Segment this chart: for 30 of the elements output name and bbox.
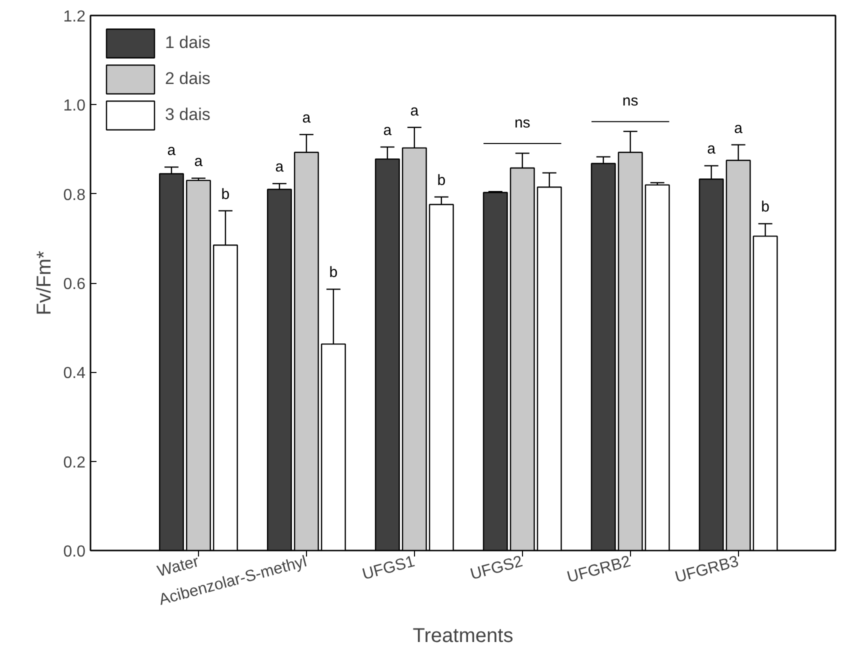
y-tick-label: 0.0	[63, 544, 86, 560]
annotation: a	[167, 142, 176, 160]
x-tick-label: UFGRB2	[565, 553, 633, 586]
annotation: b	[761, 198, 770, 216]
legend-label: 2 dais	[165, 69, 210, 89]
legend-label: 3 dais	[165, 105, 210, 125]
annotation: b	[437, 172, 446, 189]
y-tick-label: 0.6	[63, 276, 86, 293]
annotation: a	[734, 120, 744, 137]
annotation: b	[329, 264, 338, 282]
annotation: b	[221, 186, 230, 203]
y-tick-label: 1.0	[63, 98, 86, 115]
x-tick-label: UFGS2	[468, 553, 525, 584]
x-tick-label: UFGS1	[360, 553, 417, 584]
x-tick-label: UFGRB3	[673, 553, 741, 586]
annotation: a	[275, 158, 284, 176]
y-tick-label: 1.2	[63, 8, 86, 26]
y-tick-label: 0.4	[63, 365, 86, 382]
annotation: a	[410, 102, 420, 120]
annotation: a	[194, 153, 204, 170]
y-axis-title: Fv/Fm*	[33, 250, 56, 316]
annotation: a	[302, 110, 312, 127]
y-tick-label: 0.2	[63, 454, 86, 472]
annotation: ns	[514, 114, 530, 132]
annotation: ns	[622, 92, 638, 110]
x-axis-title: Treatments	[412, 625, 514, 648]
legend-label: 1 dais	[165, 33, 210, 53]
annotation: a	[383, 122, 392, 140]
y-tick-label: 0.8	[63, 186, 86, 204]
annotation: a	[707, 140, 716, 158]
